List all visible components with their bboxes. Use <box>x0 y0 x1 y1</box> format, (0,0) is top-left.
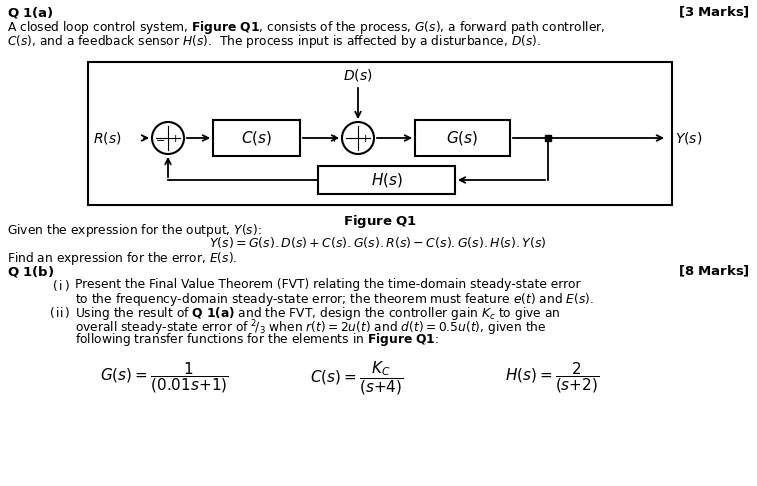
Text: $\mathit{H(s)}$: $\mathit{H(s)}$ <box>370 171 403 189</box>
Text: $-$: $-$ <box>155 134 165 144</box>
Text: $\mathit{Y(s)}$: $\mathit{Y(s)}$ <box>675 130 702 146</box>
Text: $C(s)$, and a feedback sensor $H(s)$.  The process input is affected by a distur: $C(s)$, and a feedback sensor $H(s)$. Th… <box>7 33 541 50</box>
Text: $\mathbf{[8\ Marks]}$: $\mathbf{[8\ Marks]}$ <box>678 264 750 279</box>
Text: $(\,\mathrm{ii}\,)$: $(\,\mathrm{ii}\,)$ <box>48 305 70 320</box>
Text: $\mathbf{Q\ 1(b)}$: $\mathbf{Q\ 1(b)}$ <box>7 264 55 279</box>
Bar <box>415 120 510 156</box>
Text: Find an expression for the error, $E(s)$.: Find an expression for the error, $E(s)$… <box>7 250 238 267</box>
Text: $\mathit{D(s)}$: $\mathit{D(s)}$ <box>343 67 372 83</box>
Bar <box>88 62 672 205</box>
Bar <box>213 120 300 156</box>
Text: Given the expression for the output, $Y(s)$:: Given the expression for the output, $Y(… <box>7 222 262 239</box>
Text: $\mathit{C(s)}$: $\mathit{C(s)}$ <box>241 129 272 147</box>
Text: Using the result of $\mathbf{Q\ 1(a)}$ and the FVT, design the controller gain $: Using the result of $\mathbf{Q\ 1(a)}$ a… <box>75 305 560 322</box>
Text: following transfer functions for the elements in $\mathbf{Figure\ Q1}$:: following transfer functions for the ele… <box>75 331 439 348</box>
Text: A closed loop control system, $\mathbf{Figure\ Q1}$, consists of the process, $G: A closed loop control system, $\mathbf{F… <box>7 19 605 36</box>
Text: $\mathbf{Figure\ Q1}$: $\mathbf{Figure\ Q1}$ <box>343 213 417 230</box>
Text: +: + <box>361 134 370 144</box>
Text: $\mathit{R(s)}$: $\mathit{R(s)}$ <box>93 130 121 146</box>
Text: $C(s) = \dfrac{K_C}{(s{+}4)}$: $C(s) = \dfrac{K_C}{(s{+}4)}$ <box>310 360 403 398</box>
Circle shape <box>342 122 374 154</box>
Text: $\mathbf{[3\ Marks]}$: $\mathbf{[3\ Marks]}$ <box>678 5 750 20</box>
Text: to the frequency-domain steady-state error; the theorem must feature $e(t)$ and : to the frequency-domain steady-state err… <box>75 291 594 308</box>
Text: +: + <box>329 134 339 144</box>
Text: $\mathbf{Q\ 1(a)}$: $\mathbf{Q\ 1(a)}$ <box>7 5 54 20</box>
Text: $G(s) = \dfrac{1}{(0.01s{+}1)}$: $G(s) = \dfrac{1}{(0.01s{+}1)}$ <box>100 360 229 395</box>
Text: overall steady-state error of $^2\!/_3$ when $r(t) = 2u(t)$ and $d(t) = 0.5u(t)$: overall steady-state error of $^2\!/_3$ … <box>75 318 547 338</box>
Text: $\mathit{G(s)}$: $\mathit{G(s)}$ <box>447 129 478 147</box>
Text: +: + <box>171 134 180 144</box>
Text: Present the Final Value Theorem (FVT) relating the time-domain steady-state erro: Present the Final Value Theorem (FVT) re… <box>75 278 581 291</box>
Text: $(\,\mathrm{i}\,)$: $(\,\mathrm{i}\,)$ <box>52 278 70 293</box>
Text: $H(s) = \dfrac{2}{(s{+}2)}$: $H(s) = \dfrac{2}{(s{+}2)}$ <box>505 360 600 395</box>
Circle shape <box>152 122 184 154</box>
Text: $Y(s) = G(s).D(s) + C(s).G(s).R(s) - C(s).G(s).H(s).Y(s)$: $Y(s) = G(s).D(s) + C(s).G(s).R(s) - C(s… <box>209 235 547 250</box>
Bar <box>318 166 455 194</box>
